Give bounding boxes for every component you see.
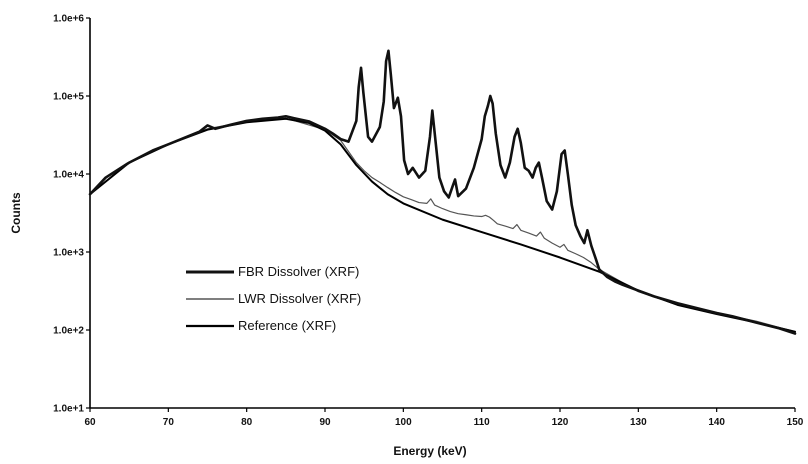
y-tick-label-5: 1.0e+6 xyxy=(53,14,84,25)
legend-label-lwr: LWR Dissolver (XRF) xyxy=(238,291,361,306)
x-tick-label-100: 100 xyxy=(395,417,412,428)
series-line-fbr xyxy=(88,49,797,335)
y-tick-label-0: 1.0e+1 xyxy=(53,404,84,415)
x-tick-label-140: 140 xyxy=(708,417,725,428)
x-tick-label-110: 110 xyxy=(474,417,491,428)
x-tick-label-60: 60 xyxy=(84,417,96,428)
legend-label-fbr: FBR Dissolver (XRF) xyxy=(238,264,359,279)
x-axis-title: Energy (keV) xyxy=(393,444,466,458)
series-layer xyxy=(88,49,797,335)
y-tick-label-1: 1.0e+2 xyxy=(53,326,84,337)
x-tick-label-80: 80 xyxy=(241,417,253,428)
tick-marks xyxy=(86,17,796,412)
legend-label-reference: Reference (XRF) xyxy=(238,318,336,333)
x-tick-label-90: 90 xyxy=(319,417,331,428)
x-tick-label-130: 130 xyxy=(630,417,647,428)
x-tick-label-70: 70 xyxy=(163,417,175,428)
x-tick-label-150: 150 xyxy=(787,417,804,428)
y-tick-label-3: 1.0e+4 xyxy=(53,170,84,181)
y-axis-title: Counts xyxy=(9,192,23,234)
y-tick-label-2: 1.0e+3 xyxy=(53,248,84,259)
legend: FBR Dissolver (XRF) LWR Dissolver (XRF) … xyxy=(178,257,400,341)
x-tick-label-120: 120 xyxy=(552,417,569,428)
tick-labels: 60 70 80 90 100 110 120 130 140 150 1.0e+1 1.0e+2 1.… xyxy=(53,14,804,429)
series-line-lwr xyxy=(89,117,796,333)
axes xyxy=(89,18,795,409)
y-tick-label-4: 1.0e+5 xyxy=(53,92,84,103)
